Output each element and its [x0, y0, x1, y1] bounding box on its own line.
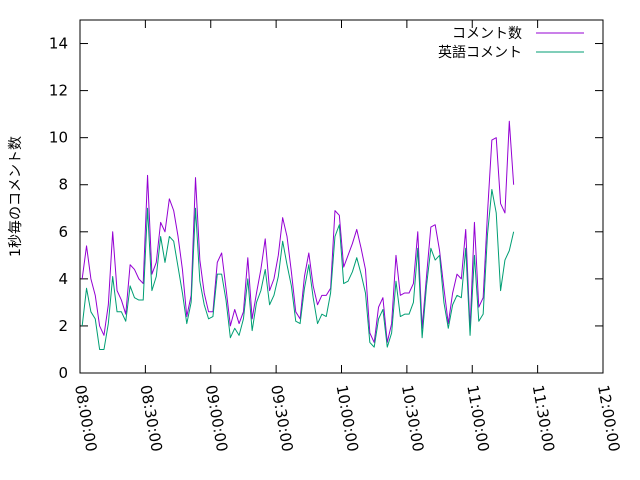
series-line-1	[81, 120, 515, 343]
y-tick-label: 4	[58, 270, 68, 288]
y-tick-label: 12	[49, 82, 68, 100]
legend-label-2: 英語コメント	[438, 44, 522, 61]
y-axis-title: 1秒毎のコメント数	[8, 136, 24, 257]
x-tick-label: 10:30:00	[398, 384, 427, 453]
x-tick-label: 09:30:00	[267, 384, 296, 453]
y-axis: 0 2 4 6 8 10 12 14	[49, 35, 603, 382]
plot-border	[79, 19, 604, 374]
x-axis: 08:00:00 08:30:00 09:00:00 09:30:00 10:00:00…	[71, 20, 623, 453]
y-tick-label: 8	[58, 176, 68, 194]
y-tick-label: 2	[58, 317, 68, 335]
series-line-2	[81, 188, 515, 350]
x-tick-label: 11:00:00	[463, 384, 492, 453]
series-lines	[81, 120, 515, 350]
y-tick-label: 0	[58, 364, 68, 382]
y-tick-label: 14	[49, 35, 68, 53]
x-tick-label: 11:30:00	[529, 384, 558, 453]
legend-label-1: コメント数	[452, 26, 522, 42]
x-tick-label: 09:00:00	[202, 384, 231, 453]
plot-frame	[79, 19, 604, 374]
x-tick-label: 12:00:00	[594, 384, 623, 453]
y-tick-label: 10	[49, 129, 68, 147]
x-tick-label: 08:30:00	[136, 384, 165, 453]
x-tick-label: 08:00:00	[71, 384, 100, 453]
x-tick-label: 10:00:00	[333, 384, 362, 453]
y-tick-label: 6	[58, 223, 68, 241]
